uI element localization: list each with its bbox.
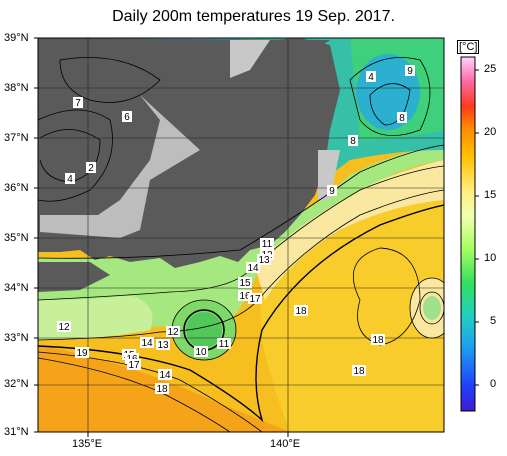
contour-label: 9 (405, 65, 415, 77)
svg-text:8: 8 (399, 113, 405, 124)
colorbar-tick-10: 10 (484, 252, 497, 264)
contour-label: 14 (246, 262, 260, 274)
colorbar-ticks (475, 69, 479, 386)
map-ticks (34, 37, 289, 437)
contour-label: 4 (366, 71, 376, 83)
contour-label: 8 (397, 112, 407, 124)
contour-label: 13 (257, 254, 271, 266)
lat-label-35: 35°N (4, 232, 29, 244)
svg-text:16: 16 (239, 291, 251, 302)
map-field: 7 6 2 4 4 9 8 8 9 11 12 13 14 15 16 17 1… (38, 38, 444, 432)
contour-label: 18 (155, 383, 169, 395)
lat-label-36: 36°N (4, 182, 29, 194)
svg-text:9: 9 (329, 186, 335, 197)
svg-text:7: 7 (75, 98, 81, 109)
svg-text:2: 2 (88, 163, 94, 174)
contour-label: 11 (260, 238, 274, 250)
colorbar-tick-5: 5 (490, 315, 497, 327)
lat-label-33: 33°N (4, 332, 29, 344)
svg-text:13: 13 (258, 255, 270, 266)
contour-label: 12 (166, 326, 180, 338)
contour-label: 7 (73, 97, 83, 109)
svg-text:17: 17 (128, 360, 140, 371)
lat-label-31: 31°N (4, 426, 29, 438)
svg-text:18: 18 (295, 306, 307, 317)
svg-text:18: 18 (372, 335, 384, 346)
svg-text:18: 18 (353, 366, 365, 377)
land-shikoku (38, 262, 110, 292)
lat-label-34: 34°N (4, 282, 29, 294)
contour-label: 18 (352, 365, 366, 377)
contour-label: 12 (57, 321, 71, 333)
lat-label-38: 38°N (4, 82, 29, 94)
contour-label: 4 (65, 173, 75, 185)
contour-label: 15 (238, 277, 252, 289)
svg-text:13: 13 (157, 340, 169, 351)
svg-text:14: 14 (141, 338, 153, 349)
contour-label: 19 (75, 347, 89, 359)
colorbar (460, 56, 476, 412)
contour-label: 8 (348, 135, 358, 147)
contour-label: 14 (158, 369, 172, 381)
contour-label: 11 (217, 338, 231, 350)
contour-label: 6 (122, 111, 132, 123)
lat-label-39: 39°N (4, 32, 29, 44)
svg-text:12: 12 (167, 327, 179, 338)
svg-text:11: 11 (262, 239, 273, 250)
svg-text:9: 9 (407, 66, 413, 77)
colorbar-tick-15: 15 (484, 189, 497, 201)
svg-text:15: 15 (239, 278, 251, 289)
svg-text:18: 18 (156, 384, 168, 395)
map-title: Daily 200m temperatures 19 Sep. 2017. (112, 8, 395, 25)
contour-label: 16 (238, 290, 252, 302)
contour-label: 9 (327, 185, 337, 197)
contour-label: 18 (294, 305, 308, 317)
colorbar-tick-20: 20 (484, 126, 497, 138)
contour-label: 17 (248, 293, 262, 305)
contour-label: 14 (140, 337, 154, 349)
colorbar-tick-25: 25 (484, 63, 497, 75)
contour-label: 13 (156, 339, 170, 351)
svg-text:14: 14 (159, 370, 171, 381)
lat-label-37: 37°N (4, 132, 29, 144)
colorbar-unit: [°C] (457, 40, 480, 54)
svg-text:14: 14 (247, 263, 259, 274)
svg-text:19: 19 (76, 348, 88, 359)
svg-text:6: 6 (124, 112, 130, 123)
contour-label: 18 (371, 334, 385, 346)
svg-text:17: 17 (249, 294, 261, 305)
contour-label-layer: 7 6 2 4 4 9 8 8 9 11 12 13 14 15 16 17 1… (57, 65, 415, 395)
contour-label: 17 (127, 359, 141, 371)
svg-text:10: 10 (195, 347, 207, 358)
svg-text:8: 8 (350, 136, 356, 147)
svg-text:4: 4 (368, 72, 374, 83)
svg-text:4: 4 (67, 174, 73, 185)
colorbar-tick-0: 0 (490, 378, 497, 390)
contour-label: 10 (194, 346, 208, 358)
contour-label: 2 (86, 162, 96, 174)
svg-text:12: 12 (58, 322, 70, 333)
lon-label-135: 135°E (72, 438, 103, 450)
svg-text:11: 11 (219, 339, 230, 350)
lon-label-140: 140°E (270, 438, 301, 450)
map-frame (37, 37, 445, 433)
lat-label-32: 32°N (4, 378, 29, 390)
